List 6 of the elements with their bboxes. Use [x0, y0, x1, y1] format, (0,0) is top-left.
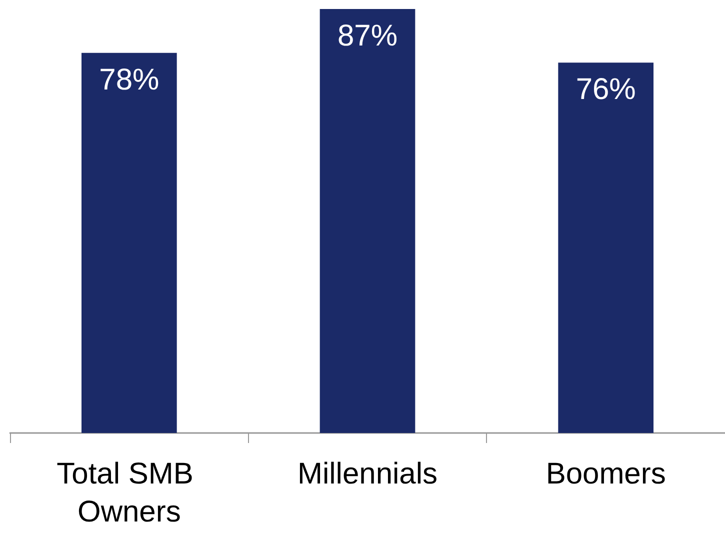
x-tick-label: Boomers — [546, 458, 666, 490]
x-tick-label: Total SMB Owners — [56, 458, 202, 528]
data-label: 87% — [337, 20, 398, 52]
x-tick-label: Millennials — [297, 458, 438, 490]
data-label: 78% — [99, 63, 160, 96]
data-label: 76% — [576, 73, 636, 106]
